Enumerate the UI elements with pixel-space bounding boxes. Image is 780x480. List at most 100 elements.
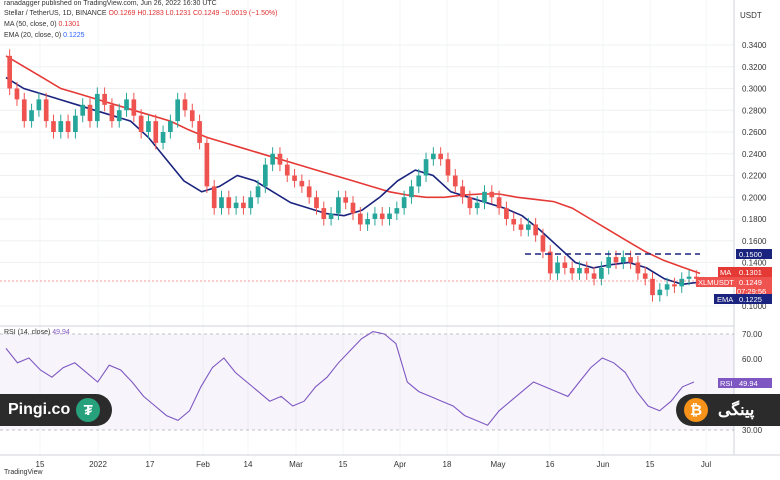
candle-body (599, 267, 604, 279)
y-axis: 0.3400 0.3200 0.3000 0.2800 0.2600 0.2400 0.22… (742, 41, 767, 311)
candle-body (431, 153, 436, 160)
x-tick-label: Jul (701, 460, 711, 469)
price-badge-countdown: 07:29:56 (737, 287, 766, 296)
price-badge (736, 277, 772, 297)
candle-body (613, 257, 619, 263)
candle-body (620, 257, 626, 263)
ema-legend-label: EMA (20, close, 0) (4, 32, 62, 39)
x-tick-label: Apr (394, 460, 407, 469)
candle-body (109, 104, 115, 122)
candle-body (350, 202, 356, 214)
x-tick-label: 15 (339, 460, 348, 469)
candle-body (131, 99, 137, 116)
x-tick-label: 15 (36, 460, 45, 469)
x-tick-label: Jun (597, 460, 610, 469)
candle-body (189, 110, 195, 122)
candle-body (628, 257, 633, 263)
watermark-text-left: Pingi.co (8, 401, 71, 418)
candle-body (518, 224, 524, 230)
ma-line (5, 55, 701, 275)
ma-legend-label: MA (50, close, 0) (4, 21, 57, 28)
candle-body (489, 191, 495, 198)
ema-legend-value: 0.1225 (63, 32, 85, 39)
candle-body (284, 164, 290, 176)
candle-body (204, 142, 210, 187)
candle-body (138, 115, 144, 132)
candle-body (511, 219, 517, 225)
x-tick-label: 16 (546, 460, 555, 469)
symbol-badge-tag (696, 277, 736, 287)
candle-body (262, 164, 268, 187)
rsi-badge-label: RSI (720, 379, 733, 388)
rsi-path (5, 331, 695, 426)
currency-label: USDT (740, 11, 762, 20)
y-tick-label: 0.1800 (742, 215, 767, 224)
ema-badge (736, 294, 772, 304)
y-tick-label: 0.1400 (742, 259, 767, 268)
y-tick-label: 0.3200 (742, 63, 767, 72)
candle-body (657, 289, 663, 296)
x-tick-label: 17 (146, 460, 155, 469)
ema-badge-tag (714, 294, 736, 304)
candle-body (379, 213, 385, 219)
candle-body (672, 284, 677, 287)
candle-body (124, 99, 129, 111)
ma-badge-tag (718, 267, 736, 277)
candle-body (372, 213, 378, 219)
candle-body (43, 99, 49, 122)
candle-body (58, 121, 64, 132)
candle-body (314, 197, 319, 209)
candle-body (664, 284, 670, 290)
candle-body (168, 121, 173, 132)
y-tick-label: 0.2600 (742, 128, 767, 137)
rsi-legend: RSI (14, close) 49.94 (4, 329, 70, 336)
x-tick-label: May (490, 460, 505, 469)
candle-body (175, 99, 181, 122)
candle-body (146, 121, 151, 132)
candle-body (387, 213, 392, 219)
symbol-line: Stellar / TetherUS, 1D, BINANCE O0.1269 … (4, 10, 277, 17)
y-tick-label: 0.1000 (742, 302, 767, 311)
candle-body (679, 278, 685, 287)
candle-body (409, 186, 414, 198)
candle-body (94, 93, 100, 122)
candle-body (336, 197, 341, 214)
candle-body (394, 208, 400, 214)
candle-body (357, 213, 363, 225)
x-tick-label: Feb (196, 460, 210, 469)
candle-body (482, 191, 487, 203)
candle-body (533, 224, 538, 236)
candle-body (569, 267, 575, 274)
ma-badge (736, 267, 772, 277)
tradingview-footer: TradingView (4, 469, 43, 476)
y-tick-label: 0.2000 (742, 193, 767, 202)
candle-body (452, 175, 458, 187)
candle-body (153, 121, 159, 143)
x-tick-label: 18 (443, 460, 452, 469)
price-badge-value: 0.1249 (739, 278, 762, 287)
candle-body (116, 110, 122, 122)
tether-icon: ₮ (76, 398, 101, 422)
candles (7, 49, 699, 302)
candle-body (211, 186, 217, 209)
candle-body (36, 99, 42, 111)
candle-body (555, 262, 560, 274)
level-badge (736, 249, 772, 259)
ma-badge-label: MA (720, 268, 731, 277)
y-tick-label: 0.3000 (742, 85, 767, 94)
candle-body (445, 159, 451, 176)
bitcoin-icon: ₿ (684, 398, 708, 422)
ma50-path (5, 55, 701, 275)
plot-area (0, 0, 734, 455)
rsi-tick: 70.00 (742, 330, 763, 339)
candle-body (306, 186, 312, 198)
ma-legend: MA (50, close, 0) 0.1301 (4, 21, 80, 28)
symbol-name: Stellar / TetherUS, 1D, BINANCE (4, 10, 107, 17)
candle-body (540, 235, 546, 252)
watermark-text-right: پینگی (718, 402, 755, 419)
candle-body (80, 104, 86, 116)
candle-body (496, 197, 502, 209)
candle-body (562, 262, 568, 268)
ohlc-values: O0.1269 H0.1283 L0.1231 C0.1249 −0.0019 … (108, 10, 278, 17)
